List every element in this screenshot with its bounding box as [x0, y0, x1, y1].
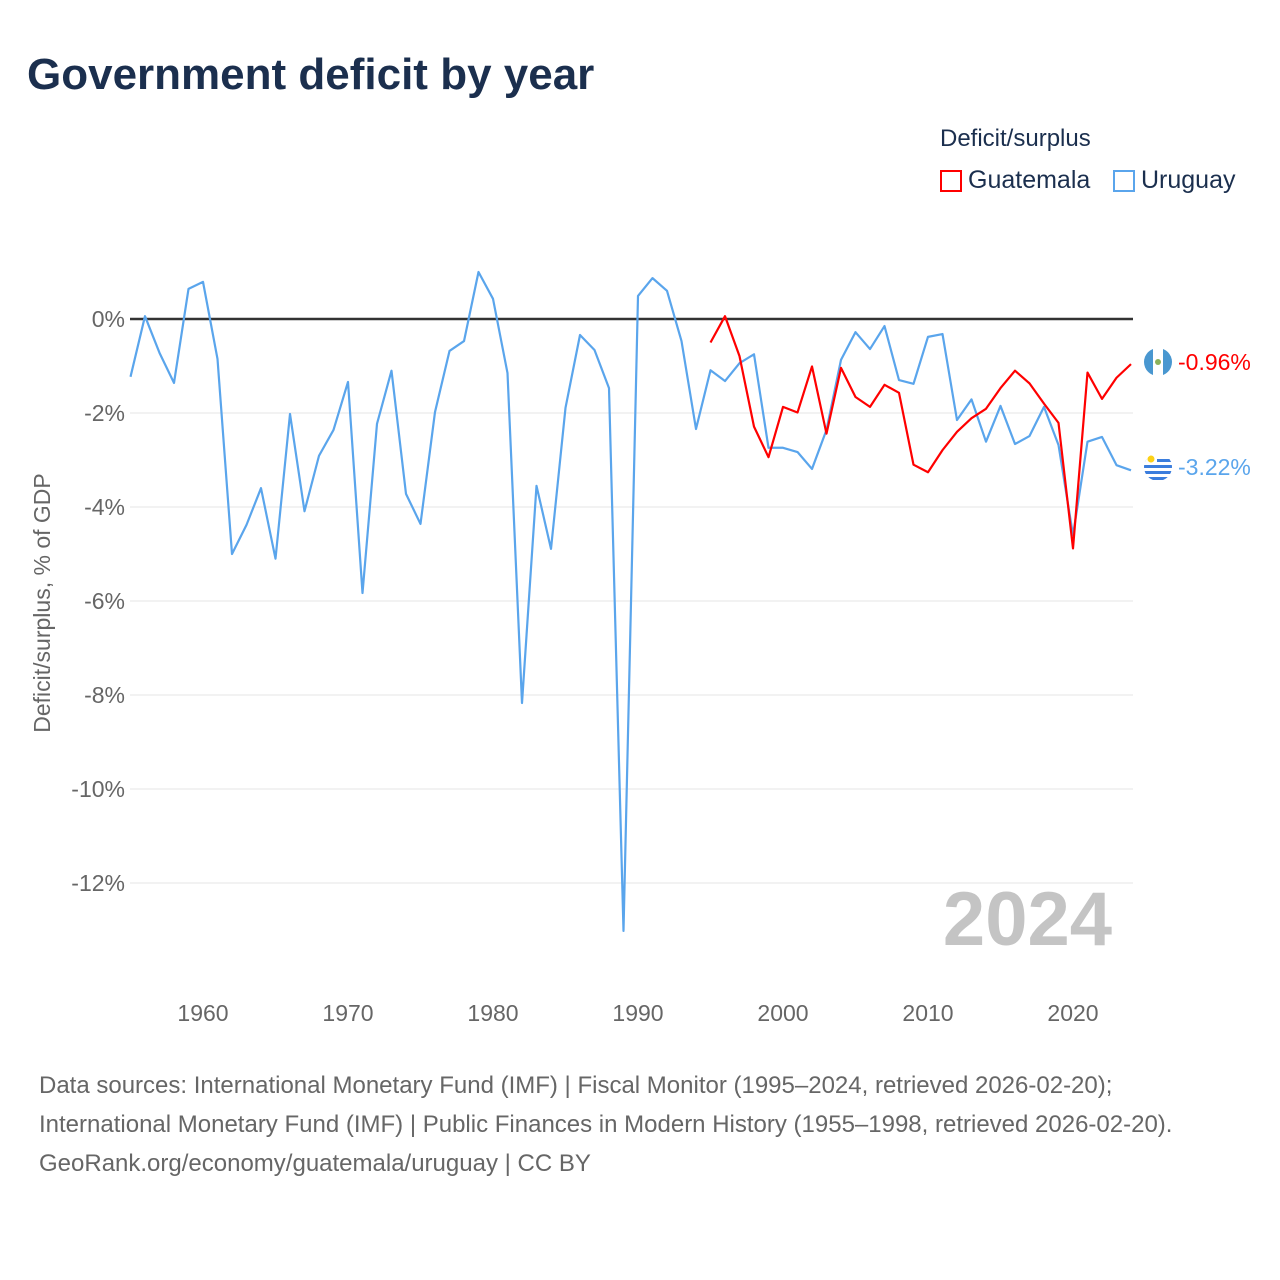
- x-tick-label: 1980: [467, 1000, 518, 1026]
- series-line-guatemala[interactable]: [709, 315, 1132, 550]
- x-tick-label: 1960: [177, 1000, 228, 1026]
- x-tick-label: 1990: [612, 1000, 663, 1026]
- uruguay-flag: [1144, 453, 1172, 481]
- y-tick-label: 0%: [92, 306, 125, 332]
- guatemala-flag: [1144, 348, 1172, 376]
- x-tick-label: 2010: [902, 1000, 953, 1026]
- y-tick-label: -6%: [84, 588, 125, 614]
- legend-item-guatemala[interactable]: Guatemala: [940, 166, 1090, 195]
- y-tick-label: -12%: [71, 870, 125, 896]
- y-tick-label: -10%: [71, 776, 125, 802]
- legend-item-uruguay[interactable]: Uruguay: [1113, 166, 1236, 195]
- y-tick-label: -4%: [84, 494, 125, 520]
- series-line-uruguay[interactable]: [129, 270, 1132, 933]
- x-tick-label: 2000: [757, 1000, 808, 1026]
- uruguay-end-label: -3.22%: [1178, 454, 1251, 480]
- legend-swatch-uruguay: [1113, 169, 1135, 192]
- year-watermark: 2024: [943, 877, 1112, 962]
- data-sources-text: Data sources: International Monetary Fun…: [39, 1072, 1173, 1138]
- y-axis-label: Deficit/surplus, % of GDP: [29, 473, 55, 732]
- x-tick-label: 1970: [322, 1000, 373, 1026]
- attribution-link[interactable]: GeoRank.org/economy/guatemala/uruguay | …: [39, 1150, 591, 1177]
- legend-label: Guatemala: [968, 166, 1091, 194]
- chart-title: Government deficit by year: [27, 50, 595, 99]
- legend-title: Deficit/surplus: [940, 125, 1091, 152]
- legend-swatch-guatemala: [940, 169, 962, 192]
- sources: Data sources: International Monetary Fun…: [39, 1066, 1239, 1183]
- guatemala-end-label: -0.96%: [1178, 349, 1251, 375]
- y-tick-label: -8%: [84, 682, 125, 708]
- legend-label: Uruguay: [1141, 166, 1236, 194]
- y-tick-label: -2%: [84, 400, 125, 426]
- x-tick-label: 2020: [1047, 1000, 1098, 1026]
